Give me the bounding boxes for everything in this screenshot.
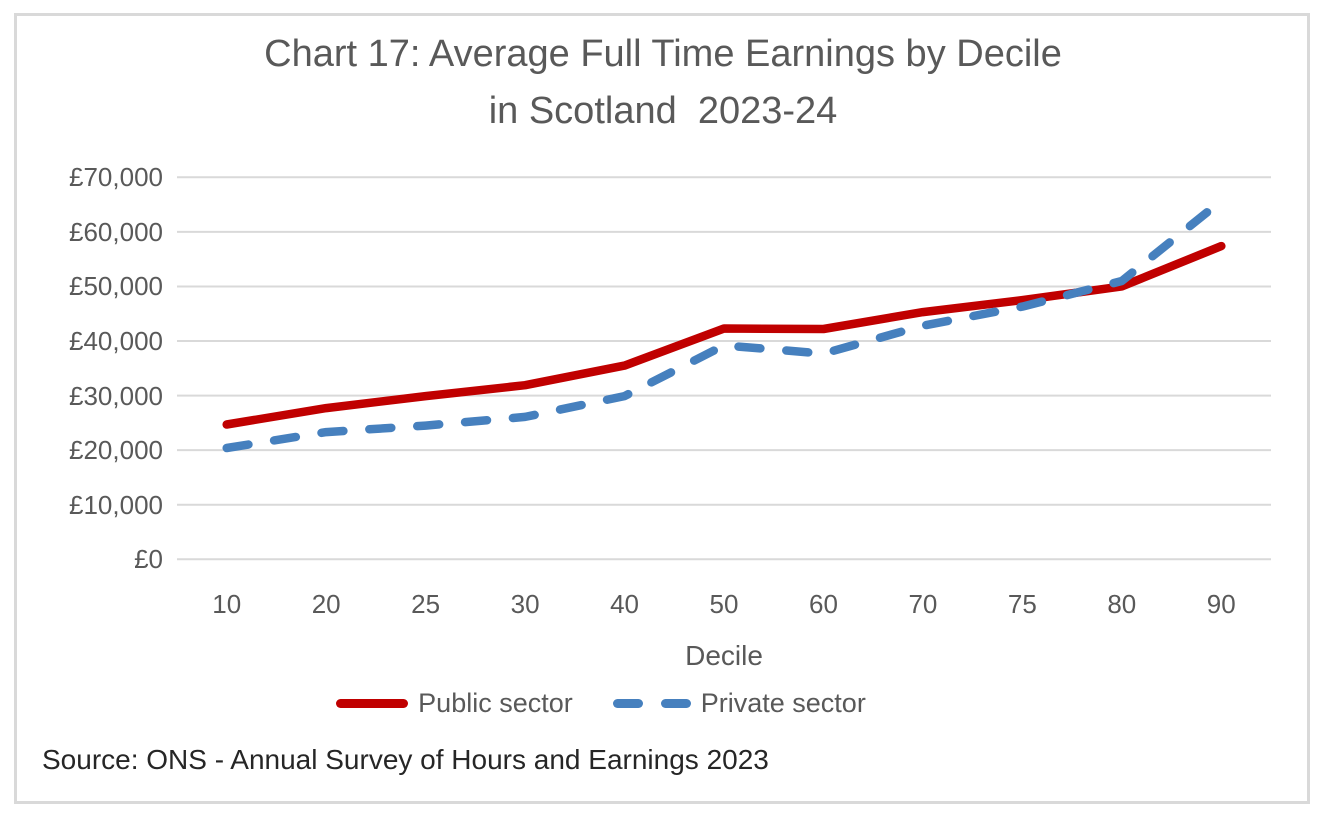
x-tick-label: 90 [1206, 589, 1236, 619]
chart-frame-border [14, 13, 1310, 804]
legend-item-private-sector: Private sector [612, 688, 866, 719]
x-tick-label: 40 [610, 589, 639, 619]
y-tick-label: £20,000 [69, 435, 163, 466]
x-tick-label: 20 [311, 589, 341, 619]
chart-legend: Public sector Private sector [0, 688, 1264, 719]
y-tick-label: £0 [134, 544, 163, 575]
x-tick-label: 80 [1107, 589, 1137, 619]
public-sector-line [222, 241, 1226, 429]
y-tick-label: £40,000 [69, 326, 163, 356]
public-sector-line-swatch [336, 699, 409, 708]
y-tick-label: £70,000 [69, 162, 163, 193]
legend-item-public-sector: Public sector [336, 688, 573, 719]
legend-label-private-sector: Private sector [700, 688, 866, 718]
chart-title-line2: in Scotland 2023-24 [488, 90, 838, 132]
y-tick-label: £10,000 [69, 489, 163, 520]
x-axis-title: Decile [685, 640, 763, 671]
legend-label-public-sector: Public sector [418, 688, 573, 718]
y-tick-label: £60,000 [69, 216, 163, 247]
chart-title-line1: Chart 17: Average Full Time Earnings by … [264, 33, 1062, 75]
chart-title: Chart 17: Average Full Time Earnings by … [60, 26, 1266, 140]
x-tick-label: 60 [808, 589, 838, 619]
private-sector-line-swatch [612, 699, 691, 708]
x-tick-label: 10 [212, 589, 242, 619]
source-note: Source: ONS - Annual Survey of Hours and… [42, 744, 769, 775]
x-tick-label: 50 [709, 589, 739, 619]
y-tick-label: £50,000 [69, 271, 163, 302]
x-tick-label: 70 [908, 589, 938, 619]
x-tick-label: 30 [510, 589, 540, 619]
private-sector-line [222, 196, 1226, 453]
x-tick-label: 25 [411, 589, 441, 619]
x-tick-label: 75 [1007, 589, 1037, 619]
y-tick-label: £30,000 [69, 380, 163, 411]
